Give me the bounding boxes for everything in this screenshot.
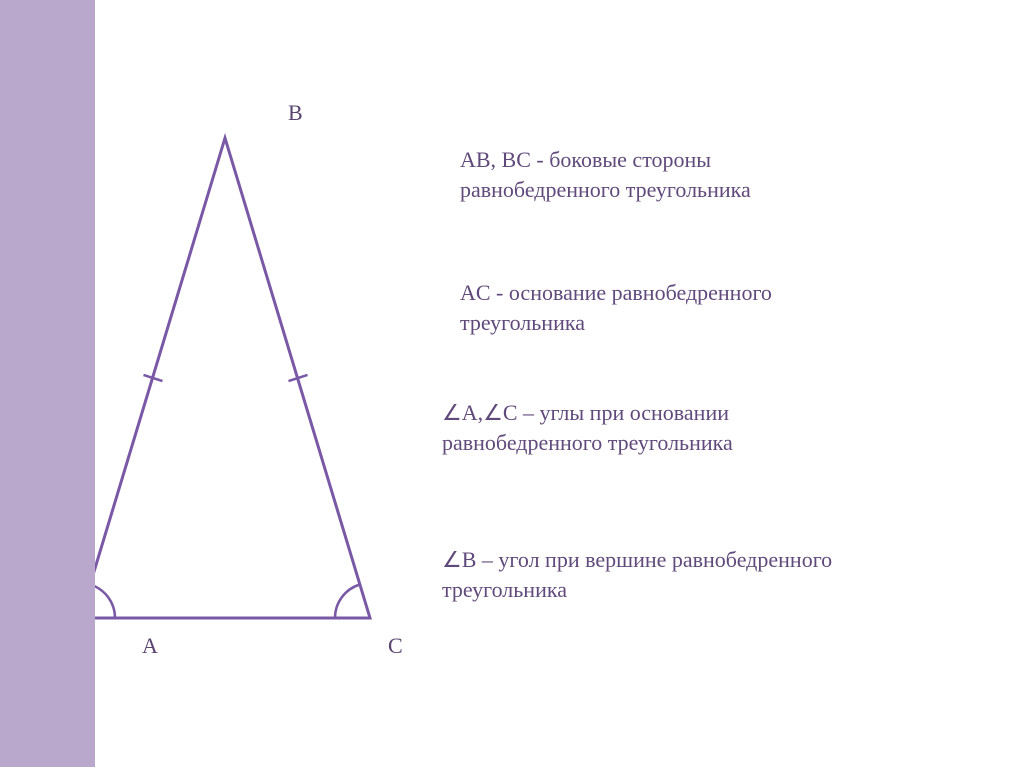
text-line: ∠A,∠C – углы при основании bbox=[442, 398, 733, 428]
text-line: треугольника bbox=[460, 308, 772, 338]
slide-content: B A C AB, BC - боковые стороны равнобедр… bbox=[95, 0, 1024, 767]
vertex-label-c: C bbox=[388, 633, 403, 659]
text-base: AC - основание равнобедренного треугольн… bbox=[460, 278, 772, 337]
vertex-label-b: B bbox=[288, 100, 303, 126]
text-apex-angle: ∠B – угол при вершине равнобедренного тр… bbox=[442, 545, 832, 604]
text-line: AC - основание равнобедренного bbox=[460, 278, 772, 308]
text-base-angles: ∠A,∠C – углы при основании равнобедренно… bbox=[442, 398, 733, 457]
text-line: треугольника bbox=[442, 575, 832, 605]
text-lateral-sides: AB, BC - боковые стороны равнобедренного… bbox=[460, 145, 751, 204]
text-line: AB, BC - боковые стороны bbox=[460, 145, 751, 175]
text-line: равнобедренного треугольника bbox=[442, 428, 733, 458]
sidebar-decoration bbox=[0, 0, 95, 767]
vertex-label-a: A bbox=[142, 633, 158, 659]
text-line: ∠B – угол при вершине равнобедренного bbox=[442, 545, 832, 575]
text-line: равнобедренного треугольника bbox=[460, 175, 751, 205]
